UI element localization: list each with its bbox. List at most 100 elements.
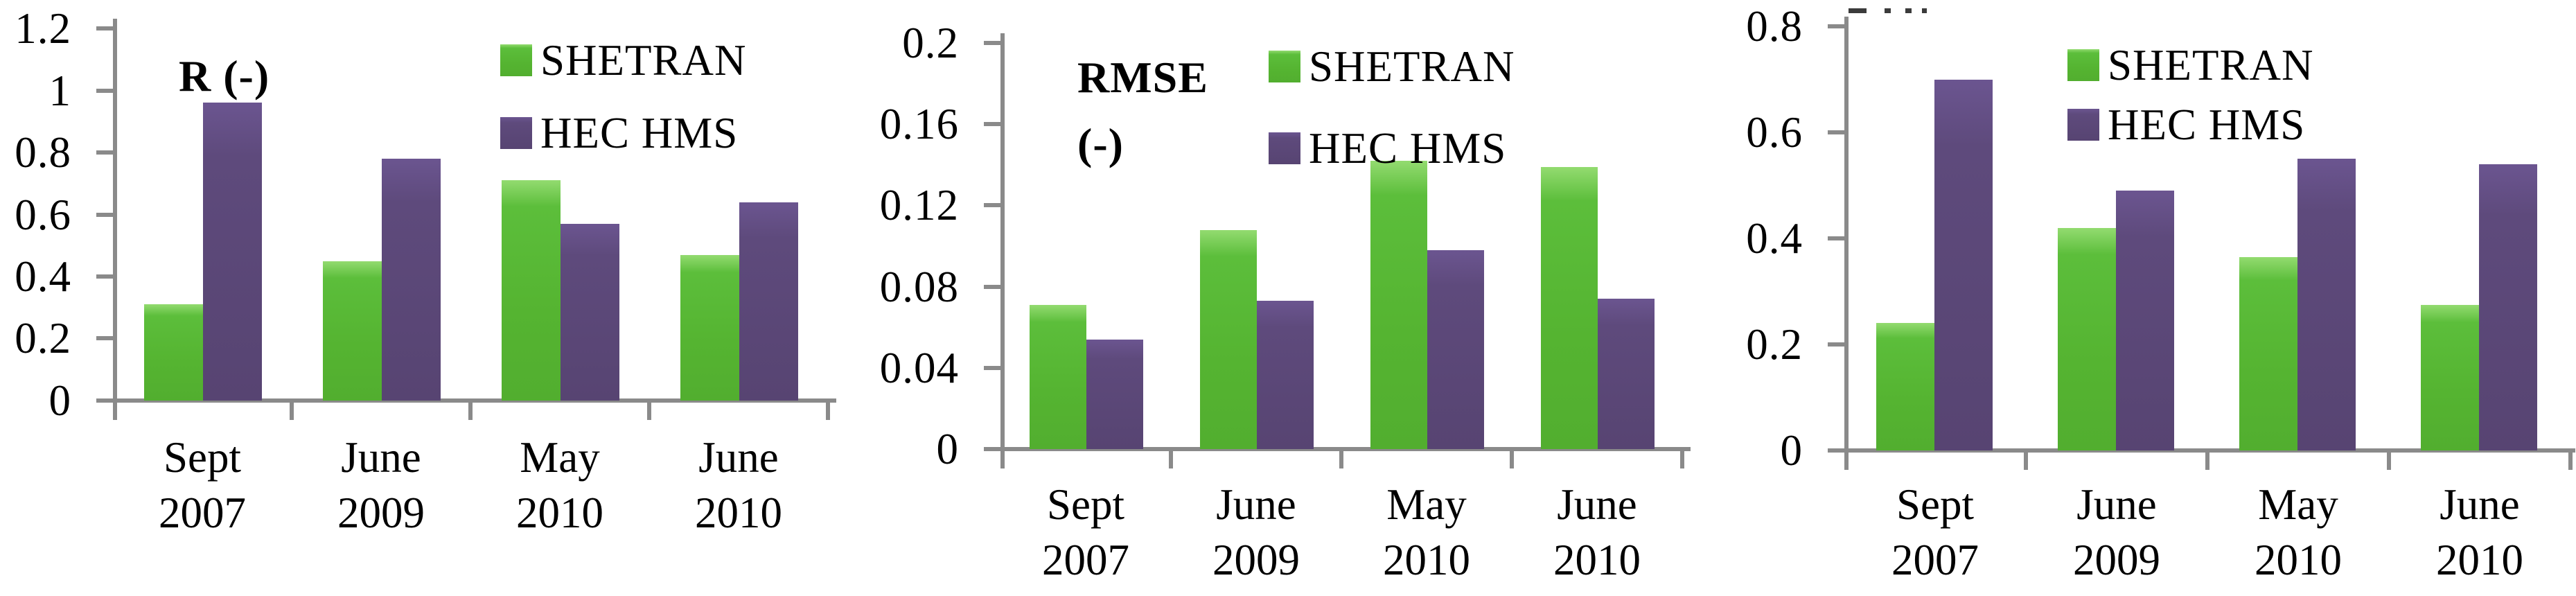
y-axis-tick-label: 0 <box>936 425 959 473</box>
x-category-label-line2: 2009 <box>337 489 425 537</box>
chart-panel-1: 0 0.2 0.4 0.6 0.8 1 1.2 Sept 2007 June 2009 May 2010… <box>0 0 858 596</box>
x-axis-tick-mark <box>826 401 830 420</box>
y-axis-tick-label: 0.4 <box>1746 214 1803 263</box>
bar-shetran-june-2010 <box>2421 305 2479 450</box>
x-category-label-line1: June <box>2440 480 2520 529</box>
x-category-label-line1: May <box>1386 480 1467 529</box>
bar-hec-hms-may-2010 <box>2297 159 2356 450</box>
legend-item-shetran: SHETRAN <box>500 38 747 82</box>
x-category-label: May 2010 <box>2207 477 2389 588</box>
x-axis-tick-mark <box>1169 449 1173 468</box>
y-axis-tick-label: 0.2 <box>1746 320 1803 369</box>
y-axis-tick-mark <box>96 398 113 403</box>
bar-hec-hms-sept-2007 <box>203 103 262 401</box>
legend-swatch-hec-hms <box>500 117 532 149</box>
bar-hec-hms-may-2010 <box>561 224 619 401</box>
bar-shetran-sept-2007 <box>144 304 203 401</box>
x-category-label-line1: June <box>698 433 779 482</box>
y-axis-tick-mark <box>984 366 1000 370</box>
chart-title-line: R (-) <box>179 51 270 100</box>
x-category-label-line1: May <box>520 433 600 482</box>
y-axis-tick-label: 0.12 <box>879 181 959 229</box>
x-category-label-line2: 2010 <box>516 489 603 537</box>
cropped-title-mark <box>1885 8 1891 13</box>
chart-title-line: RMSE <box>1077 53 1208 102</box>
chart-title: RMSE (-) <box>1077 44 1208 177</box>
y-axis-tick-mark <box>1828 342 1844 347</box>
legend-label: HEC HMS <box>540 109 739 157</box>
y-axis-tick-mark <box>984 41 1000 45</box>
y-axis-tick-label: 0 <box>1780 426 1803 475</box>
y-axis-tick-label: 0.2 <box>15 314 71 362</box>
x-category-label-line2: 2010 <box>2436 536 2523 584</box>
x-category-label: May 2010 <box>1341 477 1512 588</box>
x-category-label: June 2010 <box>649 430 828 541</box>
legend-item-hec-hms: HEC HMS <box>500 111 738 155</box>
bar-shetran-may-2010 <box>502 180 561 401</box>
cropped-title-mark <box>1905 8 1912 13</box>
bar-shetran-may-2010 <box>2239 257 2297 450</box>
x-category-label-line2: 2010 <box>2255 536 2342 584</box>
y-axis-tick-mark <box>1828 130 1844 134</box>
chart-title-line: (-) <box>1077 119 1124 168</box>
bar-hec-hms-june-2009 <box>1257 301 1314 449</box>
bar-shetran-june-2009 <box>1200 230 1257 449</box>
x-axis-line <box>1844 448 2575 453</box>
legend-item-hec-hms: HEC HMS <box>2067 103 2305 147</box>
x-axis-tick-mark <box>2205 450 2209 470</box>
y-axis-tick-mark <box>984 122 1000 126</box>
legend-item-shetran: SHETRAN <box>2067 43 2314 87</box>
cropped-title-mark <box>1849 8 1867 13</box>
bar-hec-hms-june-2010 <box>1598 299 1655 449</box>
y-axis-tick-label: 0.6 <box>15 191 71 239</box>
bar-shetran-june-2009 <box>2058 228 2116 450</box>
y-axis-tick-mark <box>1828 24 1844 28</box>
x-category-label-line1: June <box>1216 480 1296 529</box>
bar-hec-hms-sept-2007 <box>1934 80 1993 450</box>
chart-title: R (-) <box>179 43 270 109</box>
x-category-label-line1: Sept <box>1046 480 1124 529</box>
chart-panel-2: 0 0.04 0.08 0.12 0.16 0.2 Sept 2007 June 2009 May 2… <box>858 0 1717 596</box>
x-category-label-line1: June <box>2076 480 2157 529</box>
y-axis-tick-mark <box>96 213 113 217</box>
legend-label: SHETRAN <box>1309 42 1515 91</box>
x-axis-tick-mark <box>2387 450 2391 470</box>
y-axis-tick-label: 0.6 <box>1746 108 1803 157</box>
x-category-label-line2: 2010 <box>695 489 782 537</box>
x-axis-line <box>113 398 836 403</box>
x-category-label: Sept 2007 <box>113 430 292 541</box>
x-axis-tick-mark <box>2024 450 2028 470</box>
legend-swatch-shetran <box>1269 51 1300 82</box>
x-axis-tick-mark <box>1680 449 1684 468</box>
x-axis-tick-mark <box>468 401 473 420</box>
x-axis-tick-mark <box>290 401 294 420</box>
x-category-label: Sept 2007 <box>1000 477 1171 588</box>
y-axis-tick-mark <box>984 203 1000 207</box>
x-axis-tick-mark <box>2568 450 2573 470</box>
y-axis-tick-mark <box>96 336 113 340</box>
y-axis-tick-label: 0.4 <box>15 252 71 301</box>
y-axis-tick-label: 0.8 <box>15 128 71 177</box>
y-axis-tick-mark <box>96 274 113 279</box>
x-category-label-line2: 2009 <box>2073 536 2160 584</box>
legend-item-shetran: SHETRAN <box>1269 44 1515 89</box>
legend-swatch-hec-hms <box>1269 132 1300 164</box>
x-category-label-line1: June <box>1557 480 1637 529</box>
bar-shetran-june-2010 <box>680 255 739 401</box>
bar-hec-hms-june-2010 <box>2479 164 2537 450</box>
y-axis-tick-mark <box>1828 236 1844 240</box>
x-category-label-line2: 2007 <box>159 489 246 537</box>
y-axis-line <box>1844 17 1849 470</box>
legend-swatch-shetran <box>500 44 532 76</box>
y-axis-tick-mark <box>96 26 113 30</box>
x-category-label-line1: Sept <box>163 433 241 482</box>
x-category-label-line1: Sept <box>1896 480 1974 529</box>
bar-shetran-sept-2007 <box>1876 323 1934 450</box>
y-axis-tick-mark <box>984 447 1000 451</box>
y-axis-line <box>1000 33 1005 468</box>
x-category-label-line2: 2010 <box>1383 536 1470 584</box>
x-category-label: June 2009 <box>1171 477 1341 588</box>
x-category-label-line1: June <box>341 433 421 482</box>
bar-shetran-sept-2007 <box>1030 305 1086 449</box>
